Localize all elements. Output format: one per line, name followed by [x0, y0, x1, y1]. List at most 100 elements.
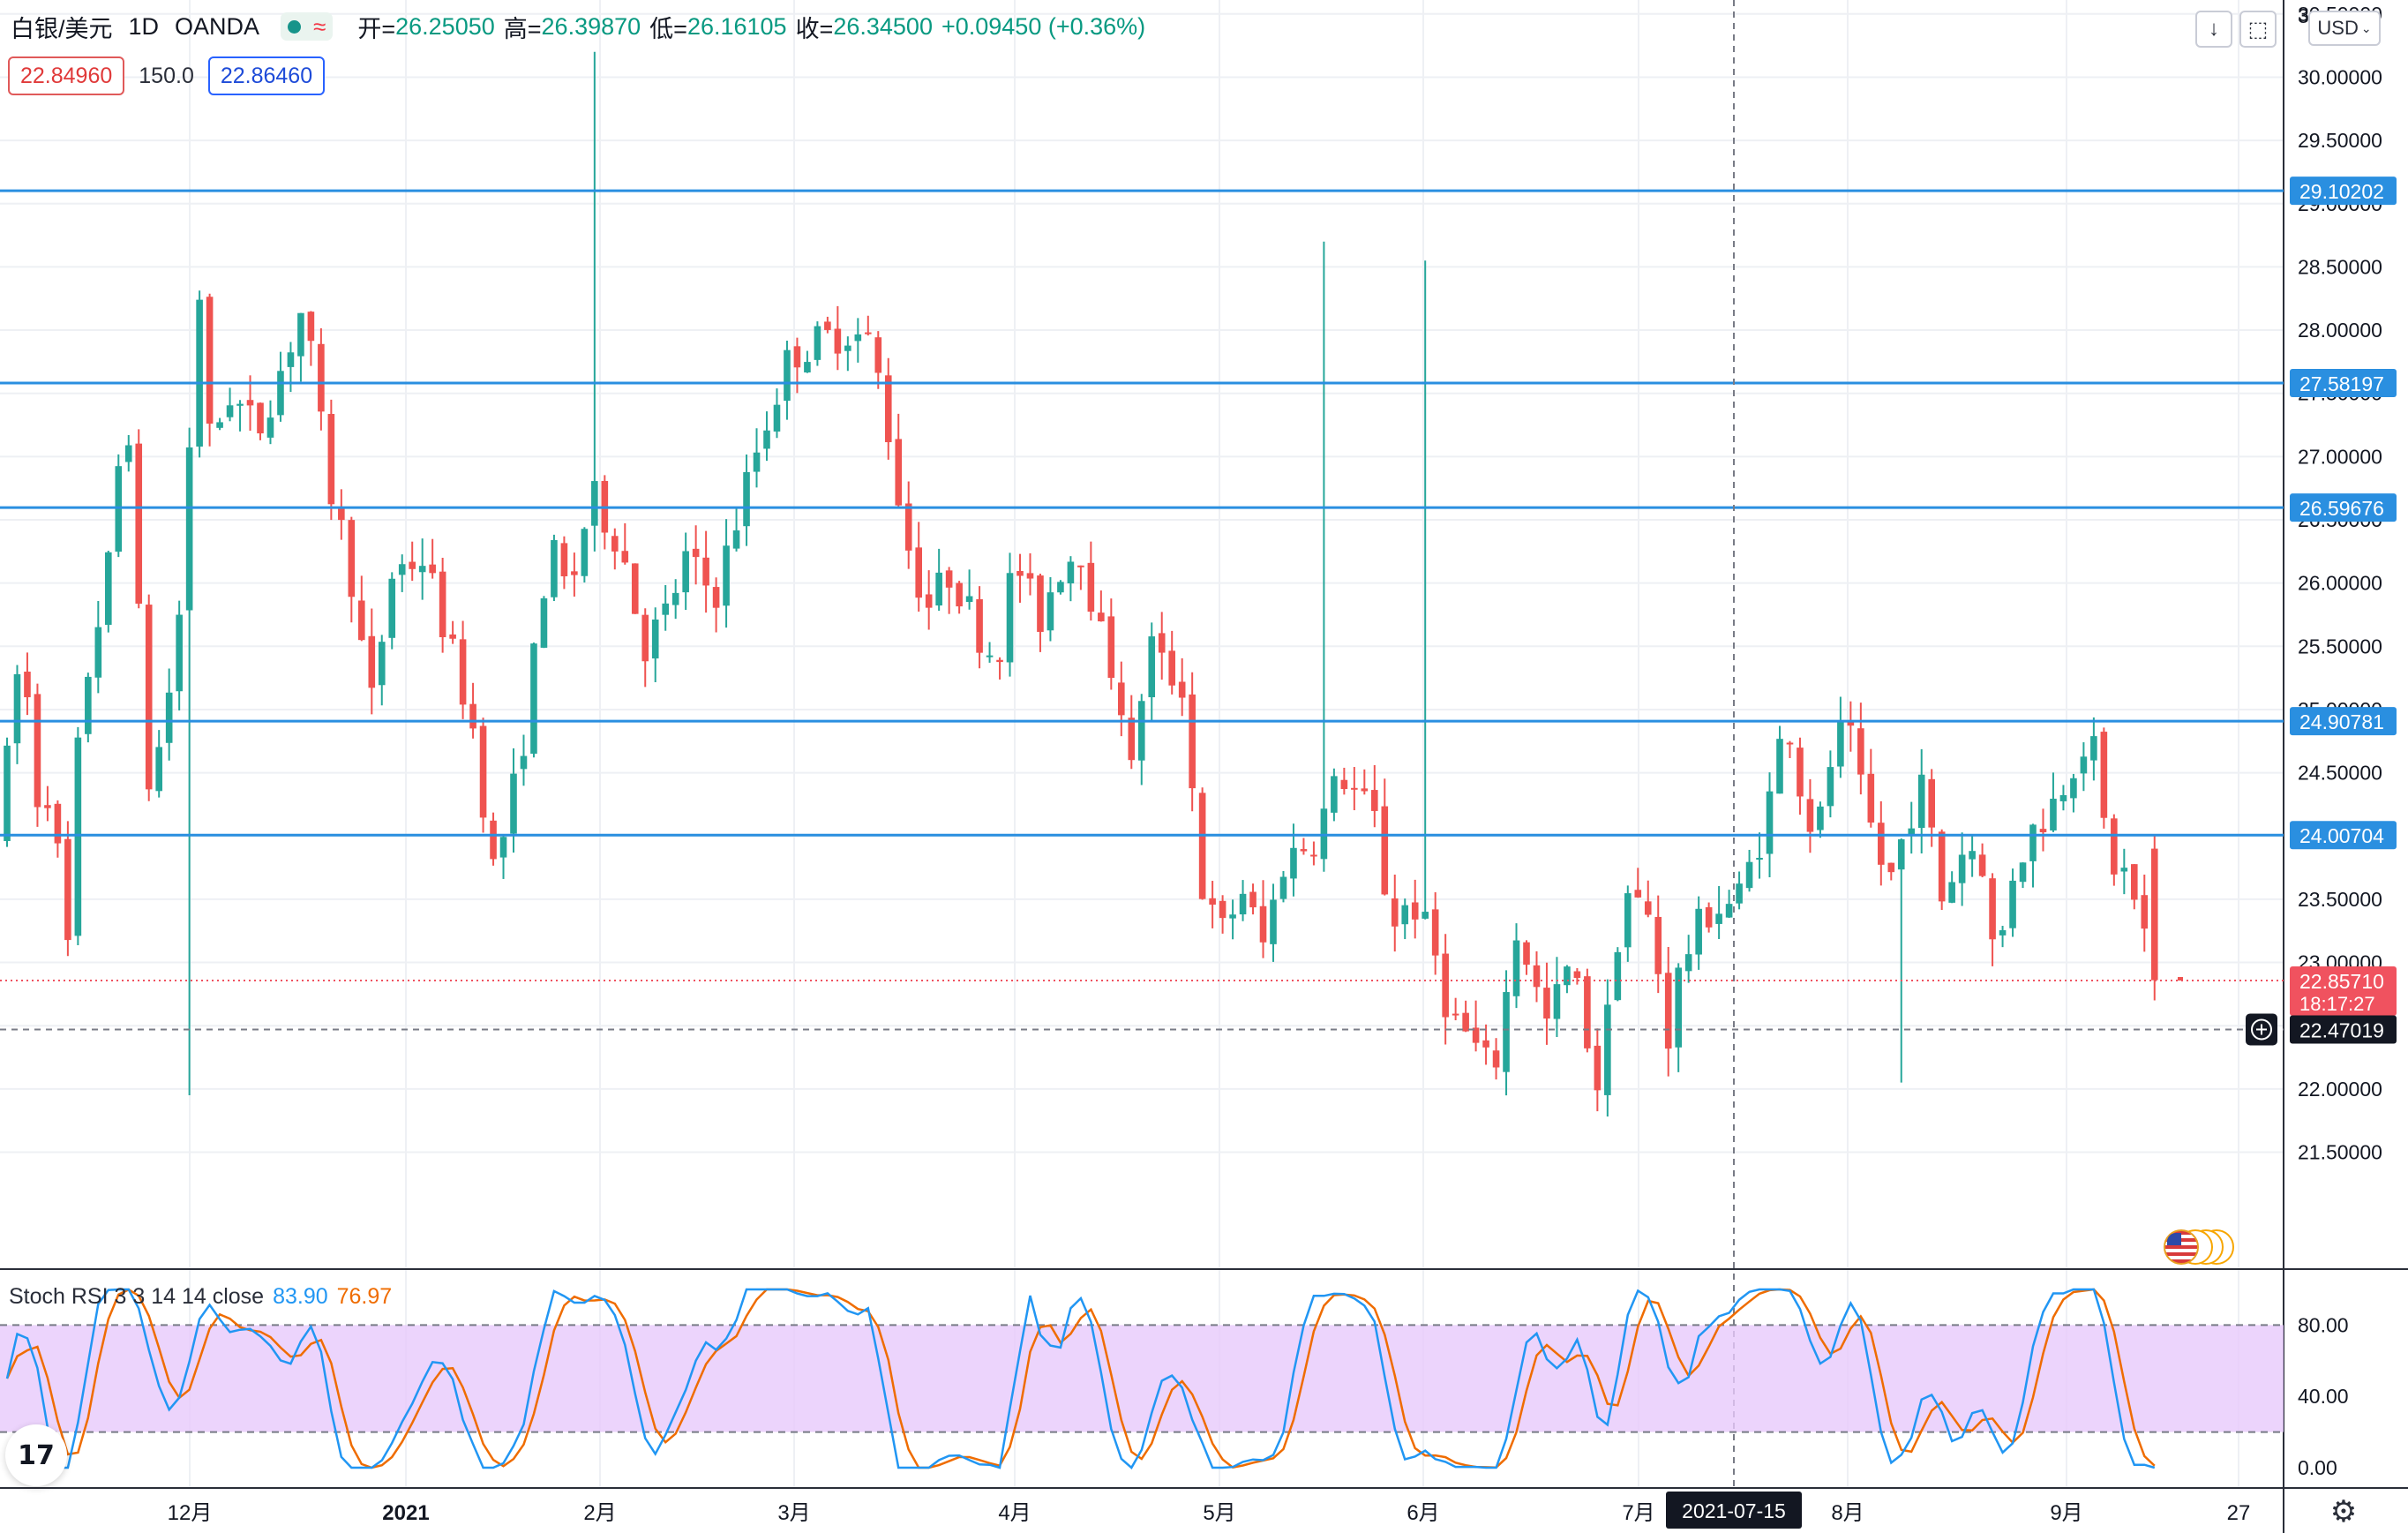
candle-body [2070, 778, 2077, 799]
candle-body [287, 352, 295, 367]
candle-body [2150, 848, 2158, 981]
candle-body [753, 452, 761, 472]
candle-down [1584, 968, 1591, 1053]
buy-button[interactable]: 22.86460 [207, 56, 326, 95]
candle-up [2009, 868, 2016, 937]
candle-up [2029, 823, 2037, 888]
candle-down [1523, 940, 1530, 975]
candle-down [479, 718, 487, 833]
interval-label[interactable]: 1D [128, 12, 160, 40]
candle-body [1634, 890, 1642, 898]
candle-up [1908, 801, 1916, 854]
candle-body [1107, 616, 1115, 679]
candle-body [94, 627, 102, 678]
candle-body [2039, 829, 2047, 833]
candle-body [1766, 791, 1774, 854]
candle-body [1543, 988, 1550, 1019]
candle-up [115, 454, 123, 558]
candle-down [1989, 873, 1996, 966]
candle-body [1249, 891, 1257, 908]
candle-down [904, 481, 912, 569]
candle-body [1492, 1050, 1500, 1068]
candle-body [1867, 773, 1875, 823]
candle-down [2111, 814, 2118, 886]
candle-up [1827, 750, 1834, 818]
stoch-d-line [5, 1288, 2156, 1469]
candle-body [1037, 575, 1044, 632]
price-tick-label: 24.50000 [2298, 762, 2382, 785]
candle-body [1725, 904, 1733, 918]
candle-body [1452, 1013, 1459, 1016]
download-icon[interactable]: ↓ [2195, 11, 2232, 48]
candle-down [24, 652, 31, 716]
symbol-name[interactable]: 白银/美元 [11, 15, 113, 42]
candle-up [1320, 241, 1328, 872]
candle-up [1736, 871, 1743, 910]
candle-body [196, 299, 203, 447]
gear-icon[interactable]: ⚙ [2329, 1495, 2358, 1529]
candle-body [1644, 901, 1652, 915]
candle-up [277, 351, 284, 422]
us-flag-icon[interactable] [2164, 1229, 2199, 1265]
candle-down [1462, 1000, 1469, 1033]
candle-up [2090, 717, 2097, 781]
candle-up [1503, 970, 1510, 1096]
candle-body [216, 422, 223, 428]
candle-down [1037, 574, 1044, 652]
price-tick-label: 30.00000 [2298, 65, 2382, 88]
candle-body [1077, 565, 1084, 567]
candle-up [176, 600, 183, 710]
maximize-icon[interactable]: ⬚ [2239, 11, 2277, 48]
market-status-pill[interactable]: ≈ [281, 12, 334, 41]
sell-button[interactable]: 22.84960 [8, 56, 125, 95]
candle-body [1482, 1040, 1489, 1048]
candle-body [1401, 905, 1409, 925]
candle-body [469, 703, 476, 729]
candle-body [1594, 1045, 1602, 1091]
candle-up [1422, 260, 1429, 920]
candle-body [723, 545, 730, 606]
candle-body [145, 605, 153, 790]
candle-body [479, 725, 487, 818]
candle-body [895, 439, 903, 506]
candle-down [1107, 598, 1115, 690]
candle-down [1391, 875, 1399, 952]
candle-body [34, 694, 41, 808]
candle-down [865, 315, 872, 336]
candle-down [490, 812, 497, 866]
candle-body [1756, 857, 1763, 860]
candle-body [1351, 787, 1358, 790]
candle-up [844, 336, 851, 372]
candle-body [1198, 793, 1206, 899]
plus-icon [2251, 1018, 2272, 1041]
crosshair-date-box [1666, 1492, 1802, 1529]
candle-body [1219, 900, 1227, 919]
tradingview-logo-icon[interactable]: 17 [5, 1424, 67, 1486]
indicator-legend[interactable]: Stoch RSI 3 3 14 14 close 83.90 76.97 [9, 1284, 392, 1310]
candle-body [85, 676, 92, 734]
candle-down [1533, 951, 1541, 1003]
currency-select[interactable]: USD ⌄ [2308, 11, 2381, 46]
candle-down [1249, 883, 1257, 915]
candle-body [2090, 736, 2097, 761]
candle-body [1857, 728, 1864, 775]
candle-down [1128, 695, 1136, 770]
candle-body [935, 572, 942, 606]
candle-down [621, 522, 629, 565]
candle-down [1411, 879, 1419, 939]
level-price-label-box [2290, 493, 2397, 522]
candle-down [368, 608, 376, 715]
candle-up [1948, 871, 1955, 904]
candle-body [1209, 898, 1216, 906]
candle-up [1270, 883, 1277, 962]
candle-body [4, 745, 11, 841]
low-value: 26.16105 [686, 12, 787, 40]
candle-body [1503, 992, 1510, 1072]
candle-body [1624, 893, 1632, 948]
candle-body [1684, 954, 1692, 972]
candle-up [784, 340, 791, 420]
price-tick-label: 28.50000 [2298, 255, 2382, 278]
candle-body [915, 547, 922, 598]
candle-body [1553, 984, 1561, 1019]
